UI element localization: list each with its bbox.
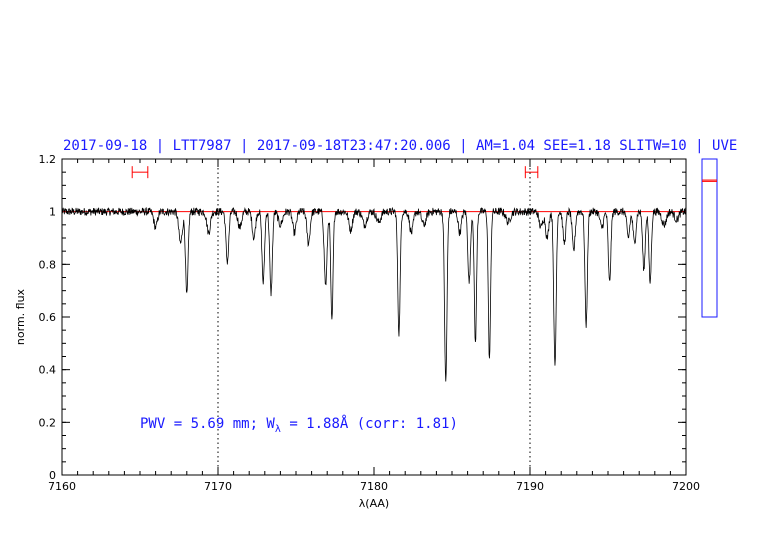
y-tick-label: 0.4 (39, 364, 57, 377)
y-tick-label: 1.2 (39, 153, 57, 166)
chart-title: 2017-09-18 | LTT7987 | 2017-09-18T23:47:… (63, 138, 737, 154)
x-tick-label: 7190 (516, 480, 544, 493)
continuum-windows (131, 166, 539, 179)
pwv-annotation: PWV = 5.69 mm; Wλ = 1.88Å (corr: 1.81) (140, 415, 458, 435)
axis-tick-labels: 7160 7170 7180 7190 7200 0 0.2 0.4 0.6 0.8 1 1.2 (39, 153, 701, 493)
side-panel (701, 158, 718, 318)
side-panel-markers (702, 179, 717, 182)
annotation-prefix: PWV = 5.69 mm; W (140, 416, 275, 432)
axis-ticks (61, 158, 687, 476)
x-tick-label: 7200 (672, 480, 700, 493)
annotation-subscript: λ (275, 424, 281, 435)
x-tick-label: 7180 (360, 480, 388, 493)
y-tick-label: 0 (49, 469, 56, 482)
y-tick-label: 0.6 (39, 311, 57, 324)
spectrum-series (61, 206, 687, 382)
reference-vertical-lines (217, 159, 531, 475)
x-tick-label: 7160 (48, 480, 76, 493)
spectrum-line (61, 206, 687, 382)
continuum-window-marker (131, 166, 149, 179)
annotation-suffix: = 1.88Å (corr: 1.81) (281, 415, 458, 432)
continuum-window-marker (524, 166, 539, 179)
x-axis-label: λ(AA) (359, 497, 389, 510)
y-tick-label: 0.8 (39, 258, 57, 271)
y-tick-label: 0.2 (39, 416, 57, 429)
x-tick-label: 7170 (204, 480, 232, 493)
y-axis-label: norm. flux (14, 288, 27, 345)
y-tick-label: 1 (49, 206, 56, 219)
